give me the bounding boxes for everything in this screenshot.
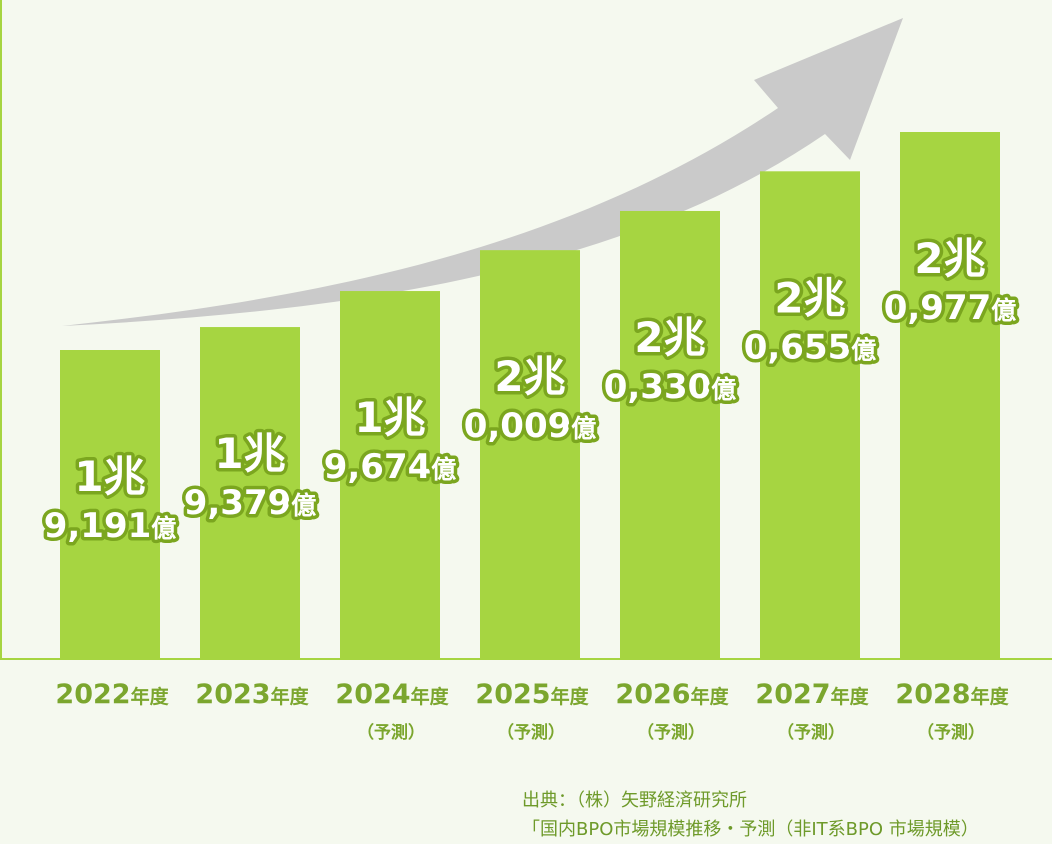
x-tick-label-2022: 2022年度 — [55, 679, 169, 710]
value-label-cho: 1兆 — [214, 429, 285, 478]
value-label-oku: 0,977億 — [884, 288, 1017, 328]
value-label-cho: 2兆 — [634, 313, 705, 362]
value-label-2027: 2兆 0,655億 — [740, 270, 880, 371]
value-label-cho: 2兆 — [774, 273, 845, 322]
bar-2023 — [200, 327, 300, 659]
value-label-cho: 1兆 — [74, 452, 145, 501]
x-tick-label-2024: 2024年度 — [335, 679, 449, 710]
value-label-oku: 0,655億 — [744, 327, 877, 367]
source-line-2: 「国内BPO市場規模推移・予測（非IT系BPO 市場規模） — [522, 819, 979, 840]
value-label-oku: 0,009億 — [464, 406, 597, 446]
x-tick-label-2027: 2027年度 — [755, 679, 869, 710]
x-tick-label-2026: 2026年度 — [615, 679, 729, 710]
bar-2027 — [760, 171, 860, 659]
x-tick-label-2023: 2023年度 — [195, 679, 309, 710]
x-sub-label-2024: （予測） — [357, 722, 425, 743]
value-label-2023: 1兆 9,379億 — [180, 426, 320, 527]
source-line-1: 出典：（株）矢野経済研究所 — [522, 790, 747, 811]
value-label-2028: 2兆 0,977億 — [880, 231, 1020, 332]
bar-2028 — [900, 132, 1000, 659]
x-sub-label-2028: （予測） — [917, 722, 985, 743]
value-label-cho: 1兆 — [354, 393, 425, 442]
value-labels: 1兆 9,191億 1兆 9,379億 1兆 9,674億 2兆 0,009億 2兆 0,330億… — [40, 231, 1020, 550]
value-label-oku: 9,379億 — [184, 483, 317, 523]
x-sub-label-2027: （予測） — [777, 722, 845, 743]
value-label-oku: 9,191億 — [44, 506, 177, 546]
bars — [60, 132, 1000, 659]
value-label-cho: 2兆 — [914, 234, 985, 283]
bar-2025 — [480, 250, 580, 659]
value-label-2024: 1兆 9,674億 — [320, 390, 460, 491]
value-label-cho: 2兆 — [494, 352, 565, 401]
x-sub-label-2026: （予測） — [637, 722, 705, 743]
x-tick-label-2028: 2028年度 — [895, 679, 1009, 710]
x-axis-labels: 2022年度 2023年度 2024年度 （予測） 2025年度 （予測） 2026年度 （予… — [55, 679, 1009, 743]
value-label-2026: 2兆 0,330億 — [600, 309, 740, 410]
x-tick-label-2025: 2025年度 — [475, 679, 589, 710]
value-label-2022: 1兆 9,191億 — [40, 449, 180, 550]
source-note: 出典：（株）矢野経済研究所 「国内BPO市場規模推移・予測（非IT系BPO 市場… — [522, 786, 979, 844]
value-label-2025: 2兆 0,009億 — [460, 349, 600, 450]
bar-2026 — [620, 210, 720, 659]
value-label-oku: 0,330億 — [604, 367, 737, 407]
value-label-oku: 9,674億 — [324, 447, 457, 487]
bar-2022 — [60, 350, 160, 659]
bar-2024 — [340, 291, 440, 659]
x-sub-label-2025: （予測） — [497, 722, 565, 743]
